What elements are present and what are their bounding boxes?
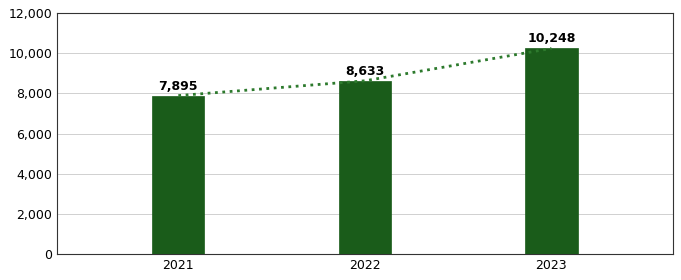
Bar — [525, 48, 577, 254]
Bar — [153, 95, 204, 254]
Bar — [338, 81, 391, 254]
Text: 7,895: 7,895 — [159, 80, 198, 93]
Text: 8,633: 8,633 — [345, 65, 385, 78]
Text: 10,248: 10,248 — [527, 32, 575, 45]
